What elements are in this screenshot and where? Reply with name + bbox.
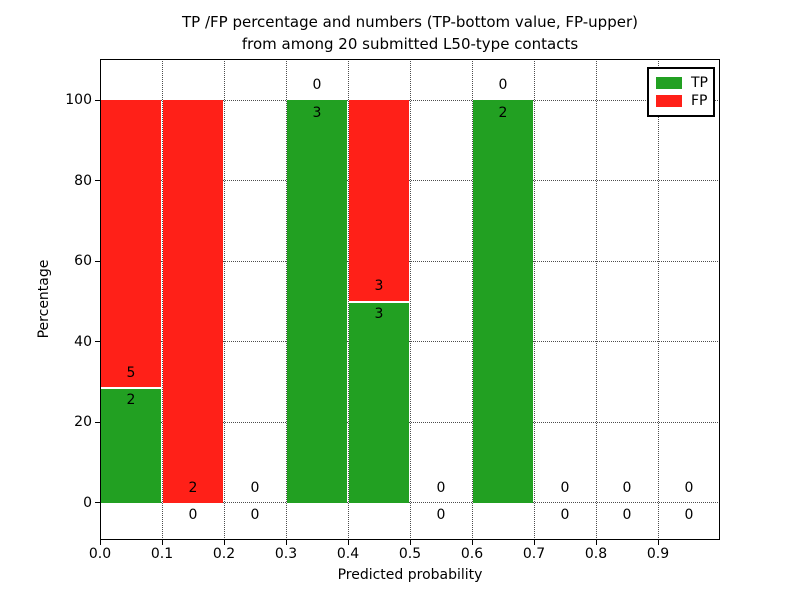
- chart-title-line1: TP /FP percentage and numbers (TP-bottom…: [182, 13, 638, 31]
- x-tick-label: 0.6: [460, 546, 484, 562]
- bar-tp-segment: [287, 100, 347, 503]
- legend-item-fp: FP: [656, 92, 708, 110]
- y-tick-label: 40: [74, 333, 92, 350]
- x-tick: [595, 540, 597, 545]
- y-tick: [95, 341, 100, 343]
- legend-label-fp: FP: [691, 93, 708, 109]
- x-tick: [657, 540, 659, 545]
- tp-count-label: 0: [188, 507, 198, 524]
- fp-count-label: 0: [560, 479, 570, 496]
- bar-tp-segment: [101, 388, 161, 503]
- fp-count-label: 0: [436, 479, 446, 496]
- x-tick: [99, 540, 101, 545]
- x-gridline: [533, 59, 535, 540]
- x-tick: [471, 540, 473, 545]
- bar-tp-segment: [349, 302, 409, 503]
- legend-item-tp: TP: [656, 74, 708, 92]
- x-gridline: [657, 59, 659, 540]
- x-tick-label: 0.7: [522, 546, 546, 562]
- x-tick-label: 0.4: [336, 546, 360, 562]
- legend: TP FP: [647, 67, 715, 117]
- tp-count-label: 3: [374, 306, 384, 322]
- fp-count-label: 0: [622, 479, 632, 496]
- x-gridline: [471, 59, 473, 540]
- x-tick-label: 0.0: [88, 546, 112, 562]
- fp-count-label: 0: [250, 479, 260, 496]
- x-tick: [285, 540, 287, 545]
- tp-count-label: 0: [622, 507, 632, 524]
- y-tick: [95, 99, 100, 101]
- x-gridline: [347, 59, 349, 540]
- tp-color-swatch: [656, 77, 682, 89]
- chart-title-line2: from among 20 submitted L50-type contact…: [241, 35, 579, 53]
- tp-count-label: 2: [498, 104, 508, 121]
- tp-count-label: 0: [436, 507, 446, 524]
- fp-count-label: 5: [126, 364, 136, 381]
- y-tick-label: 100: [65, 92, 92, 109]
- y-tick: [95, 421, 100, 423]
- x-tick: [223, 540, 225, 545]
- bar-fp-segment: [349, 100, 409, 301]
- y-tick: [95, 180, 100, 182]
- y-tick-label: 80: [74, 172, 92, 189]
- tp-count-label: 3: [312, 104, 322, 121]
- y-tick-label: 0: [83, 494, 92, 511]
- y-axis-label: Percentage: [36, 259, 52, 339]
- fp-count-label: 3: [374, 278, 384, 295]
- x-tick: [533, 540, 535, 545]
- legend-label-tp: TP: [691, 75, 708, 91]
- tp-count-label: 2: [126, 392, 136, 409]
- x-gridline: [223, 59, 225, 540]
- y-tick: [95, 502, 100, 504]
- bar-tp-segment: [473, 100, 533, 503]
- x-tick-label: 0.9: [646, 546, 670, 562]
- y-tick-label: 20: [74, 414, 92, 431]
- x-tick-label: 0.8: [584, 546, 608, 562]
- x-tick-label: 0.1: [150, 546, 174, 562]
- y-tick-label: 60: [74, 253, 92, 270]
- bar-fp-segment: [101, 100, 161, 387]
- fp-count-label: 0: [498, 76, 508, 93]
- fp-count-label: 0: [312, 76, 322, 93]
- bar-fp-segment: [163, 100, 223, 503]
- x-tick: [347, 540, 349, 545]
- tp-count-label: 0: [684, 507, 694, 524]
- x-gridline: [161, 59, 163, 540]
- y-tick: [95, 260, 100, 262]
- tp-count-label: 0: [560, 507, 570, 524]
- x-tick: [409, 540, 411, 545]
- x-gridline: [409, 59, 411, 540]
- x-tick-label: 0.5: [398, 546, 422, 562]
- x-tick-label: 0.3: [274, 546, 298, 562]
- fp-color-swatch: [656, 95, 682, 107]
- x-gridline: [285, 59, 287, 540]
- x-tick-label: 0.2: [212, 546, 236, 562]
- x-gridline: [595, 59, 597, 540]
- fp-count-label: 2: [188, 479, 198, 496]
- x-tick: [161, 540, 163, 545]
- fp-count-label: 0: [684, 479, 694, 496]
- tp-count-label: 0: [250, 507, 260, 524]
- x-axis-label: Predicted probability: [337, 567, 483, 583]
